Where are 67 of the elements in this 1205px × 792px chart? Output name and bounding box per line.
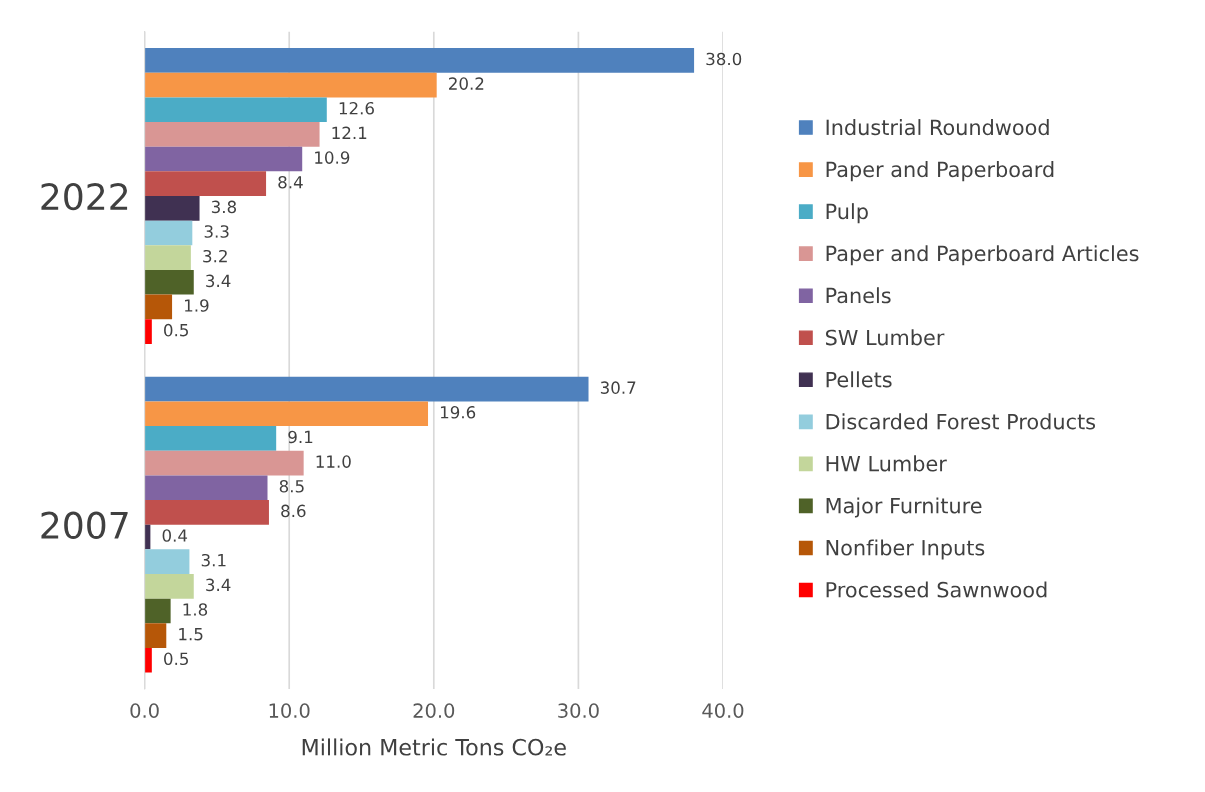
bar <box>144 196 200 221</box>
bar <box>144 574 194 599</box>
bar <box>144 475 268 501</box>
data-label: 8.5 <box>279 479 304 493</box>
bar <box>144 401 429 427</box>
bar <box>144 450 304 476</box>
bar <box>144 220 193 246</box>
bar <box>144 122 320 147</box>
x-tick-label: 30.0 <box>558 703 599 718</box>
legend-label: Discarded Forest Products <box>826 413 1096 430</box>
data-label: 12.6 <box>339 101 374 115</box>
bar <box>144 376 589 402</box>
data-label: 30.7 <box>600 381 636 394</box>
data-label: 3.8 <box>211 200 237 214</box>
legend-label: Major Furniture <box>826 497 982 518</box>
bar <box>144 294 173 320</box>
data-label: 0.4 <box>162 529 188 542</box>
data-label: 0.5 <box>164 652 188 666</box>
legend-label: Paper and Paperboard Articles <box>826 245 1139 266</box>
data-label: 0.5 <box>164 323 188 337</box>
x-tick-label: 40.0 <box>702 703 744 718</box>
legend-label: Processed Sawnwood <box>826 581 1047 598</box>
legend-label: Panels <box>826 287 891 304</box>
data-label: 10.9 <box>315 151 350 164</box>
bar <box>144 269 194 295</box>
data-label: 11.0 <box>316 455 351 468</box>
bar <box>144 598 171 624</box>
data-label: 1.8 <box>183 603 208 616</box>
data-label: 38.0 <box>706 52 742 66</box>
bar <box>144 72 437 98</box>
bar <box>144 623 167 648</box>
y-tick-label: 2007 <box>41 511 128 539</box>
bar <box>144 146 303 172</box>
data-label: 1.5 <box>179 628 203 641</box>
bar <box>144 426 277 451</box>
data-label: 3.2 <box>203 249 227 263</box>
x-tick-label: 10.0 <box>269 703 310 718</box>
bar <box>144 48 695 73</box>
legend-label: HW Lumber <box>826 455 947 472</box>
x-tick-label: 20.0 <box>413 703 455 718</box>
data-label: 3.3 <box>204 225 229 238</box>
data-label: 20.2 <box>449 77 484 90</box>
x-tick-label: 0.0 <box>130 703 159 718</box>
legend-label: Industrial Roundwood <box>826 119 1049 136</box>
data-label: 19.6 <box>440 406 476 419</box>
data-label: 1.9 <box>185 299 209 312</box>
bar <box>144 647 152 673</box>
y-tick-label: 2022 <box>41 182 128 211</box>
data-label: 3.4 <box>206 274 231 288</box>
bar <box>144 549 190 574</box>
data-label: 8.6 <box>281 504 306 518</box>
bar <box>144 245 191 270</box>
bar <box>144 500 269 525</box>
data-label: 12.1 <box>332 126 367 139</box>
data-label: 3.1 <box>201 553 226 567</box>
legend-label: Paper and Paperboard <box>826 161 1054 182</box>
legend-label: Pulp <box>826 203 868 224</box>
bar <box>144 319 152 344</box>
bar <box>144 171 267 197</box>
bar <box>144 97 327 123</box>
data-label: 3.4 <box>206 578 231 592</box>
legend-label: SW Lumber <box>825 329 945 346</box>
legend-label: Nonfiber Inputs <box>826 539 985 560</box>
legend-label: Pellets <box>826 371 892 388</box>
data-label: 8.4 <box>278 175 303 189</box>
x-axis-title: Million Metric Tons CO₂e <box>302 738 566 756</box>
data-label: 9.1 <box>288 430 313 444</box>
